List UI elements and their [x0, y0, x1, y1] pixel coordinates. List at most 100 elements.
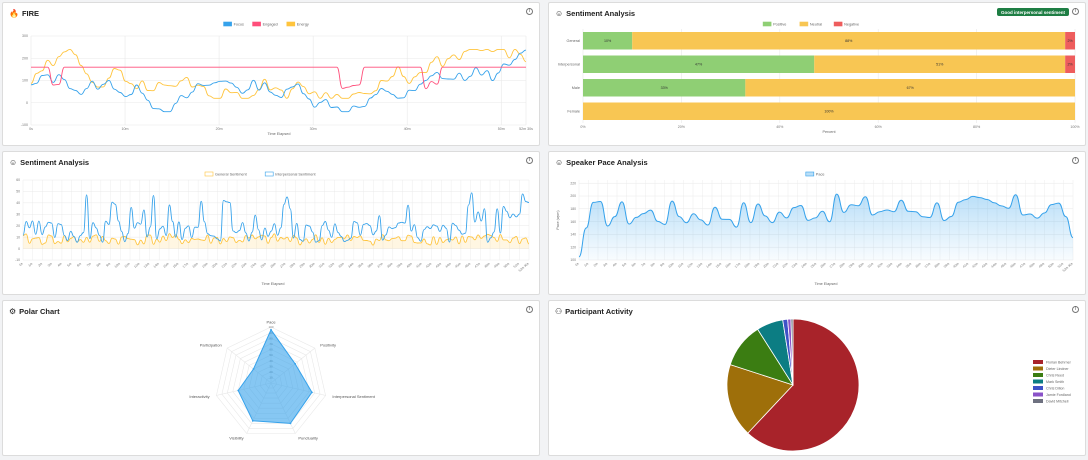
fire-x-tick: 30m — [310, 127, 317, 131]
pie-legend-swatch — [1033, 399, 1043, 403]
sline-x-tick: 23m — [240, 261, 248, 268]
polar-data-point — [294, 362, 296, 365]
sline-x-tick: 7m — [86, 261, 92, 267]
fire-x-label: Time Elapsed — [267, 132, 290, 136]
sbar-bar-segment — [583, 79, 746, 97]
sline-y-tick: 20 — [16, 224, 20, 228]
polar-category-label: Pace — [266, 320, 276, 325]
sline-y-tick: 50 — [16, 190, 20, 194]
sbar-x-tick: 80% — [973, 125, 981, 129]
participant-title-text: Participant Activity — [565, 307, 633, 316]
pace-y-tick: 220 — [570, 181, 576, 185]
polar-category-label: Positivity — [320, 342, 336, 347]
participant-pie-chart: Florian Behrner Dieter Lindner Chris Reed M… — [726, 318, 1072, 452]
sline-legend-swatch — [204, 171, 214, 177]
sline-x-tick: 30m — [308, 261, 316, 268]
pace-x-tick: 21m — [772, 261, 780, 268]
sline-x-tick: 5m — [66, 261, 72, 267]
polar-data-point — [270, 328, 272, 331]
sline-x-tick: 31m — [318, 261, 326, 268]
sline-x-tick: 9m — [105, 261, 111, 267]
polar-category-label: Punctuality — [298, 435, 318, 440]
pace-x-tick: 4m — [612, 261, 618, 267]
pace-x-tick: 18m — [743, 261, 751, 268]
sline-x-tick: 3m — [47, 261, 53, 267]
pace-y-tick: 140 — [570, 233, 576, 237]
smiley-icon: ☺ — [9, 158, 18, 167]
sline-y-tick: 40 — [16, 201, 20, 205]
sline-x-tick: 15m — [162, 261, 170, 268]
sentiment-line-title: ☺ Sentiment Analysis — [9, 158, 89, 167]
pace-x-tick: 42m — [971, 261, 979, 268]
pace-x-tick: 47m — [1019, 261, 1027, 268]
sbar-category-label: General — [566, 39, 580, 43]
sline-x-tick: 44m — [444, 261, 452, 268]
fire-legend-swatch — [223, 21, 232, 27]
sbar-bar-segment — [1065, 55, 1075, 73]
sline-legend-label: Interpersonal Sentiment — [275, 173, 316, 177]
pace-x-tick: 1m — [583, 261, 589, 267]
sbar-data-label: 100% — [824, 110, 834, 114]
info-icon[interactable]: i — [1072, 157, 1079, 164]
pace-x-tick: 9m — [659, 261, 665, 267]
sentiment-line-title-text: Sentiment Analysis — [20, 158, 90, 167]
info-icon[interactable]: i — [1072, 8, 1079, 15]
pace-x-tick: 51m — [1057, 261, 1065, 268]
pace-y-tick: 180 — [570, 207, 576, 211]
fire-x-tick: 10m — [122, 127, 129, 131]
info-icon[interactable]: i — [526, 306, 533, 313]
participant-title: ⚇ Participant Activity — [555, 307, 633, 316]
sbar-data-label: 51% — [936, 63, 944, 67]
fire-legend-label: Engaged — [263, 23, 278, 27]
pace-x-tick: 12m — [686, 261, 694, 268]
sbar-x-label: Percent — [822, 130, 836, 134]
polar-category-label: Interpersonal Sentiment — [332, 394, 375, 399]
pace-x-tick: 29m — [848, 261, 856, 268]
pace-y-tick: 160 — [570, 220, 576, 224]
fire-y-tick: 100 — [22, 79, 28, 83]
pace-title-text: Speaker Pace Analysis — [566, 158, 648, 167]
info-icon[interactable]: i — [526, 157, 533, 164]
pace-x-tick: 40m — [952, 261, 960, 268]
sbar-bar-segment — [745, 79, 1075, 97]
sline-x-label: Time Elapsed — [261, 282, 284, 286]
sbar-legend-swatch — [833, 21, 843, 27]
sline-x-tick: 4m — [57, 261, 63, 267]
sline-x-tick: 1m — [27, 261, 33, 267]
sline-x-tick: 24m — [250, 261, 258, 268]
pie-legend-swatch — [1033, 379, 1043, 384]
sbar-data-label: 2% — [1067, 39, 1073, 43]
sline-y-tick: 0 — [18, 247, 20, 251]
pace-area — [579, 194, 1073, 260]
pace-y-label: Pace (wpm) — [556, 210, 560, 229]
smiley-icon: ☺ — [555, 9, 564, 18]
pace-x-tick: 48m — [1028, 261, 1036, 268]
fire-legend-label: Focus — [234, 23, 244, 27]
sline-x-tick: 19m — [201, 261, 209, 268]
sline-legend-label: General Sentiment — [215, 173, 248, 177]
fire-x-tick: 20m — [216, 127, 223, 131]
pace-x-tick: 52m 30s — [1062, 261, 1074, 272]
sline-area-general — [23, 233, 529, 249]
pace-x-tick: 31m — [867, 261, 875, 268]
sline-x-tick: 51m — [513, 261, 521, 268]
sline-x-tick: 45m — [454, 261, 462, 268]
sline-x-tick: 52m 30s — [518, 261, 530, 272]
sline-x-tick: 29m — [299, 261, 307, 268]
people-icon: ⚇ — [555, 307, 563, 316]
sentiment-badge: Good interpersonal sentiment — [996, 8, 1069, 16]
sline-x-tick: 37m — [376, 261, 384, 268]
sentiment-line-card: ☺ Sentiment Analysis i General Sentiment… — [2, 151, 540, 295]
pie-legend-swatch — [1033, 366, 1043, 371]
pie-slice — [790, 318, 794, 386]
sbar-x-tick: 40% — [776, 125, 784, 129]
pace-x-tick: 37m — [924, 261, 932, 268]
info-icon[interactable]: i — [1072, 306, 1079, 313]
pace-x-tick: 26m — [819, 261, 827, 268]
pace-x-tick: 44m — [990, 261, 998, 268]
info-icon[interactable]: i — [526, 8, 533, 15]
sline-x-tick: 11m — [124, 261, 131, 268]
sentiment-bar-title: ☺ Sentiment Analysis — [555, 9, 635, 18]
pace-x-tick: 6m — [631, 261, 637, 267]
sline-x-tick: 50m — [503, 261, 511, 268]
